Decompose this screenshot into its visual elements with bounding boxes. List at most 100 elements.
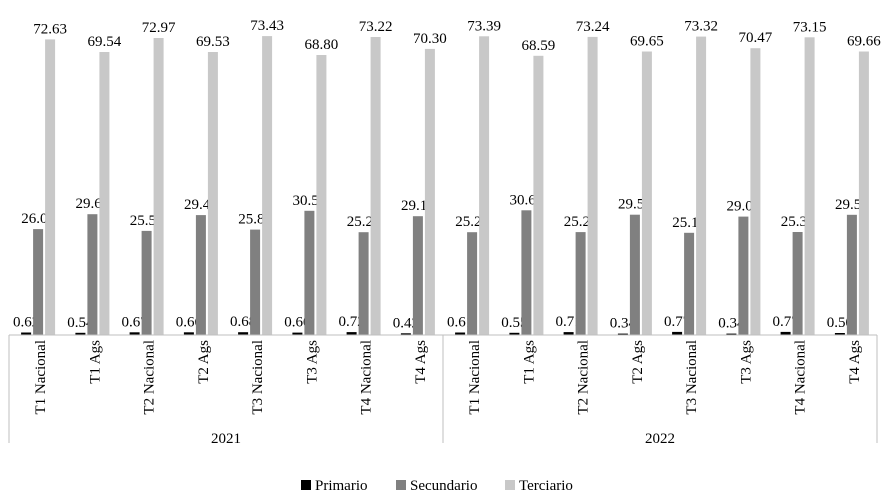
data-label-primario: 0.50 [827, 315, 853, 331]
category-tick-label: T4 Ags [847, 340, 863, 384]
category-tick-label: T2 Ags [196, 340, 212, 384]
data-label-primario: 0.60 [284, 315, 310, 331]
bar-terciario [207, 52, 218, 335]
category-tick-label: T3 Ags [738, 340, 754, 384]
bar-primario [617, 333, 628, 335]
bar-primario [672, 331, 683, 335]
bar-terciario [641, 51, 652, 335]
bar-primario [129, 332, 140, 335]
bar-secundario [792, 232, 803, 335]
bar-secundario [629, 214, 640, 335]
bar-terciario [370, 37, 381, 335]
group-label: 2022 [645, 431, 675, 447]
bar-secundario [412, 216, 423, 335]
bar-terciario [99, 52, 110, 335]
data-label-terciario: 70.30 [413, 31, 447, 47]
bar-terciario [262, 36, 273, 335]
bar-primario [563, 332, 574, 335]
data-label-primario: 0.54 [67, 315, 94, 331]
category-axis: 2021 2022 T1 Nacional T1 Ags T2 Nacional T2 A… [8, 334, 878, 447]
data-label-terciario: 73.39 [467, 18, 501, 34]
data-label-primario: 0.42 [393, 315, 419, 331]
legend-swatch-primario [301, 480, 311, 490]
data-label-terciario: 73.43 [250, 18, 284, 34]
legend-swatch-secundario [396, 480, 406, 490]
data-label-terciario: 72.97 [142, 20, 176, 36]
category-tick-label: T3 Nacional [684, 340, 700, 415]
category-tick-label: T2 Nacional [576, 340, 592, 415]
bar-secundario [521, 210, 532, 335]
bar-terciario [804, 37, 815, 336]
category-tick-label: T4 Nacional [793, 340, 809, 415]
bar-terciario [424, 48, 435, 336]
bar-primario [346, 332, 357, 335]
bar-terciario [696, 36, 707, 335]
bar-terciario [750, 48, 761, 335]
data-label-primario: 0.77 [772, 314, 799, 330]
bar-secundario [33, 229, 44, 335]
legend-swatch-terciario [505, 480, 515, 490]
bar-secundario [738, 216, 749, 335]
bar-primario [21, 332, 32, 335]
bar-terciario [587, 36, 598, 336]
legend-label-primario: Primario [315, 478, 368, 494]
bar-primario [292, 332, 303, 335]
data-label-primario: 0.67 [121, 314, 148, 330]
data-label-primario: 0.34 [718, 316, 745, 332]
data-label-terciario: 69.65 [630, 34, 664, 50]
bar-primario [780, 331, 791, 335]
data-label-primario: 0.61 [447, 315, 473, 331]
data-label-terciario: 73.24 [576, 19, 610, 35]
data-label-terciario: 70.47 [739, 30, 773, 46]
data-label-primario: 0.68 [230, 314, 256, 330]
data-label-primario: 0.66 [176, 314, 203, 330]
bar-terciario [153, 38, 164, 335]
category-tick-label: T1 Nacional [33, 340, 49, 415]
bar-primario [509, 332, 520, 335]
data-label-terciario: 68.80 [305, 37, 339, 53]
category-tick-label: T2 Nacional [142, 340, 158, 415]
data-label-primario: 0.55 [501, 315, 527, 331]
data-label-terciario: 69.54 [88, 34, 122, 50]
data-label-terciario: 73.32 [684, 19, 718, 35]
bar-secundario [141, 230, 152, 335]
category-tick-label: T4 Ags [413, 340, 429, 384]
data-label-terciario: 73.15 [793, 19, 827, 35]
category-tick-label: T3 Ags [304, 340, 320, 384]
bar-secundario [250, 229, 261, 335]
data-label-primario: 0.34 [610, 316, 637, 332]
data-label-terciario: 72.63 [33, 21, 67, 37]
group-label: 2021 [211, 431, 241, 447]
data-label-primario: 0.72 [338, 314, 364, 330]
bars-layer: 0.62 0.54 0.67 0.66 0.68 0.60 0.72 0.42 0.61 0.55… [13, 18, 881, 336]
data-label-primario: 0.71 [555, 314, 581, 330]
data-label-primario: 0.62 [13, 315, 39, 331]
bar-primario [834, 333, 845, 335]
category-tick-label: T4 Nacional [359, 340, 375, 415]
bar-secundario [575, 232, 586, 335]
bar-terciario [45, 39, 56, 336]
bar-terciario [858, 51, 869, 335]
data-label-terciario: 69.66 [847, 34, 881, 50]
category-tick-label: T1 Ags [521, 340, 537, 384]
bar-primario [183, 332, 194, 335]
bar-secundario [846, 214, 857, 335]
bar-primario [400, 333, 411, 335]
bar-primario [238, 332, 249, 335]
legend-label-terciario: Terciario [519, 478, 573, 494]
bar-primario [726, 333, 737, 335]
bar-secundario [467, 232, 478, 335]
bar-primario [455, 332, 466, 335]
category-tick-label: T1 Nacional [467, 340, 483, 415]
data-label-terciario: 73.22 [359, 19, 393, 35]
data-label-terciario: 68.59 [522, 38, 556, 54]
data-label-primario: 0.77 [664, 314, 691, 330]
bar-terciario [316, 55, 327, 335]
bar-terciario [533, 55, 544, 336]
bar-secundario [195, 215, 206, 335]
category-tick-label: T1 Ags [87, 340, 103, 384]
bar-secundario [358, 232, 369, 335]
bar-primario [75, 332, 86, 335]
category-tick-label: T2 Ags [630, 340, 646, 384]
